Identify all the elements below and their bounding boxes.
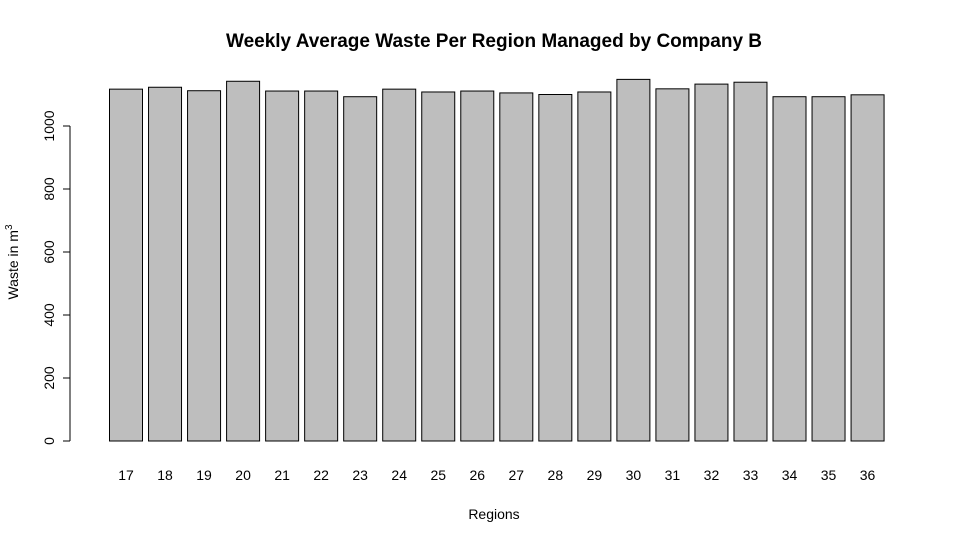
bar-region-19 <box>187 90 222 442</box>
y-axis-label-text: Waste in m <box>5 230 21 300</box>
y-tick-label-0: 0 <box>41 437 57 445</box>
y-tick-label-600: 600 <box>41 240 57 264</box>
x-tick-label-20: 20 <box>235 467 251 483</box>
bar-region-25 <box>421 91 456 442</box>
bar-region-36 <box>850 94 885 442</box>
y-axis-label: Waste in m3 <box>4 224 21 300</box>
bar-region-29 <box>577 91 612 442</box>
x-tick-label-34: 34 <box>782 467 798 483</box>
x-tick-label-31: 31 <box>665 467 681 483</box>
x-tick-label-32: 32 <box>704 467 720 483</box>
y-tick-label-800: 800 <box>41 177 57 201</box>
x-tick-label-24: 24 <box>391 467 407 483</box>
x-tick-label-29: 29 <box>587 467 603 483</box>
chart-title: Weekly Average Waste Per Region Managed … <box>226 31 762 52</box>
x-tick-label-21: 21 <box>274 467 290 483</box>
y-axis: 0 200 400 600 800 1000 <box>41 110 71 445</box>
x-tick-label-22: 22 <box>313 467 329 483</box>
bar-region-27 <box>499 92 534 442</box>
bar-region-31 <box>655 88 690 442</box>
bar-region-28 <box>538 94 573 442</box>
bar-region-23 <box>343 96 378 442</box>
bar-region-20 <box>226 80 261 442</box>
bar-region-34 <box>772 96 807 442</box>
x-tick-label-33: 33 <box>743 467 759 483</box>
y-tick-label-1000: 1000 <box>41 110 57 141</box>
x-tick-labels: 17 18 19 20 21 22 23 24 25 26 27 28 29 30 31 32 33 34 35 36 <box>118 467 875 483</box>
y-tick-label-200: 200 <box>41 366 57 390</box>
bar-region-21 <box>265 90 300 442</box>
x-tick-label-36: 36 <box>860 467 876 483</box>
bar-region-32 <box>694 83 729 442</box>
bar-region-18 <box>148 86 183 442</box>
bar-region-35 <box>811 96 846 442</box>
x-tick-label-23: 23 <box>352 467 368 483</box>
x-tick-label-18: 18 <box>157 467 173 483</box>
bar-region-30 <box>616 78 651 442</box>
y-axis-label-superscript: 3 <box>4 224 15 230</box>
x-tick-label-17: 17 <box>118 467 134 483</box>
x-tick-label-27: 27 <box>509 467 525 483</box>
bar-region-22 <box>304 90 339 442</box>
bar-region-17 <box>109 88 143 442</box>
bar-region-26 <box>460 90 495 442</box>
bar-region-24 <box>382 88 417 442</box>
x-tick-label-19: 19 <box>196 467 212 483</box>
bars-group <box>109 78 885 442</box>
bar-region-33 <box>733 81 768 442</box>
x-tick-label-28: 28 <box>548 467 564 483</box>
x-tick-label-30: 30 <box>626 467 642 483</box>
y-tick-label-400: 400 <box>41 303 57 327</box>
x-tick-label-26: 26 <box>469 467 485 483</box>
x-tick-label-25: 25 <box>430 467 446 483</box>
x-tick-label-35: 35 <box>821 467 837 483</box>
x-axis-label: Regions <box>468 506 519 522</box>
